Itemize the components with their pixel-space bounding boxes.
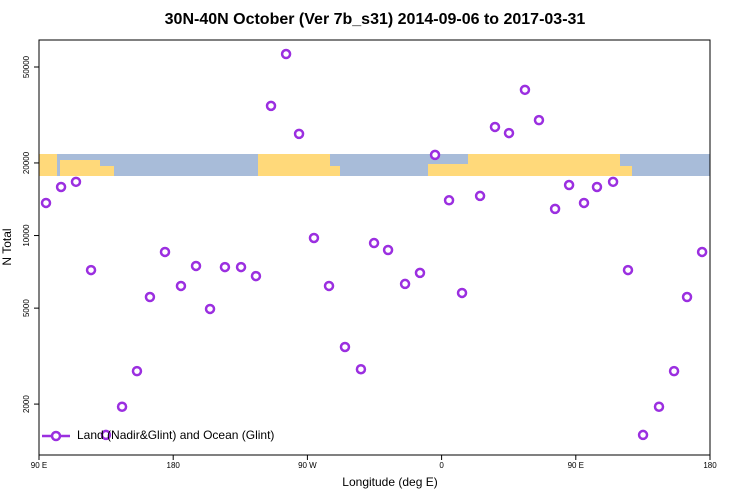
data-point <box>55 181 67 193</box>
y-tick-label: 20000 <box>22 151 31 174</box>
data-point <box>503 127 515 139</box>
data-point <box>100 429 112 441</box>
data-point <box>235 261 247 273</box>
x-tick-label: 90 W <box>298 461 317 470</box>
data-point <box>339 341 351 353</box>
data-point <box>219 261 231 273</box>
data-point <box>443 195 455 206</box>
data-point <box>489 121 501 133</box>
data-point <box>144 291 156 303</box>
data-point <box>533 114 545 126</box>
data-point <box>653 401 665 412</box>
data-point <box>175 280 187 292</box>
data-point <box>250 270 262 282</box>
data-point <box>85 264 97 276</box>
data-point <box>563 179 575 191</box>
data-point <box>622 264 634 276</box>
world-map-strip <box>39 154 710 176</box>
data-point <box>40 197 52 209</box>
data-point <box>70 176 82 188</box>
data-point <box>159 246 171 258</box>
data-point <box>637 429 649 441</box>
data-point <box>696 246 708 258</box>
y-tick-label: 5000 <box>22 299 31 317</box>
x-tick-label: 90 E <box>31 461 47 470</box>
y-tick-label: 10000 <box>22 224 31 247</box>
data-point <box>429 149 441 161</box>
data-point <box>323 280 335 292</box>
x-tick-label: 180 <box>703 461 717 470</box>
data-point <box>414 267 426 279</box>
data-point <box>668 365 680 377</box>
chart-title: 30N-40N October (Ver 7b_s31) 2014-09-06 … <box>165 11 586 28</box>
data-point <box>131 365 143 377</box>
y-tick-label: 2000 <box>22 395 31 413</box>
data-point <box>578 197 590 209</box>
data-point <box>681 291 693 303</box>
y-tick-label: 50000 <box>22 55 31 78</box>
data-point <box>116 401 128 412</box>
x-axis-label: Longitude (deg E) <box>342 475 437 489</box>
data-point <box>190 260 202 272</box>
data-point <box>308 232 320 244</box>
data-point <box>549 203 561 215</box>
data-point <box>355 363 367 375</box>
legend-label: Land (Nadir&Glint) and Ocean (Glint) <box>77 428 274 442</box>
data-point <box>474 190 486 202</box>
data-point <box>399 278 411 290</box>
data-point <box>519 84 531 96</box>
plot-frame <box>38 39 711 456</box>
data-point <box>382 244 394 256</box>
data-point <box>368 237 380 249</box>
data-point <box>591 181 603 193</box>
data-point <box>607 176 619 188</box>
data-point <box>280 48 292 60</box>
data-point <box>265 100 277 112</box>
legend-marker <box>50 430 62 442</box>
y-axis-label: N Total <box>0 228 14 265</box>
data-point <box>293 128 305 140</box>
data-point <box>456 287 468 299</box>
x-tick-label: 180 <box>167 461 181 470</box>
data-point <box>204 303 216 315</box>
x-tick-label: 0 <box>439 461 444 470</box>
x-tick-label: 90 E <box>568 461 584 470</box>
